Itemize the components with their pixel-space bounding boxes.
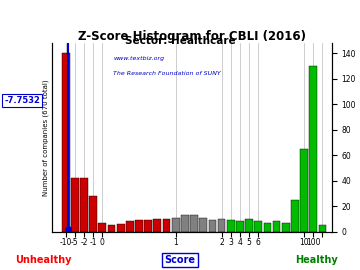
Bar xyxy=(89,196,97,232)
Text: -7.7532: -7.7532 xyxy=(4,96,40,105)
Bar xyxy=(99,223,106,232)
Bar xyxy=(108,225,116,232)
Bar xyxy=(236,221,244,232)
Title: Z-Score Histogram for CBLI (2016): Z-Score Histogram for CBLI (2016) xyxy=(78,30,306,43)
Bar xyxy=(218,219,225,232)
Bar xyxy=(126,221,134,232)
Bar xyxy=(273,221,280,232)
Bar xyxy=(71,178,79,232)
Bar xyxy=(62,53,69,232)
Text: Unhealthy: Unhealthy xyxy=(15,255,71,265)
Text: Sector: Healthcare: Sector: Healthcare xyxy=(125,36,235,46)
Bar xyxy=(199,218,207,232)
Bar xyxy=(135,220,143,232)
Bar xyxy=(172,218,180,232)
Bar xyxy=(117,224,125,232)
Bar xyxy=(309,66,317,232)
Bar xyxy=(190,215,198,232)
Bar xyxy=(255,221,262,232)
Bar xyxy=(300,149,308,232)
Text: Healthy: Healthy xyxy=(296,255,338,265)
Bar xyxy=(291,200,299,232)
Bar xyxy=(163,219,170,232)
Y-axis label: Number of companies (670 total): Number of companies (670 total) xyxy=(42,79,49,196)
Bar xyxy=(80,178,88,232)
Bar xyxy=(264,223,271,232)
Bar xyxy=(319,225,326,232)
Bar xyxy=(227,220,235,232)
Bar xyxy=(153,219,161,232)
Text: The Research Foundation of SUNY: The Research Foundation of SUNY xyxy=(113,72,221,76)
Bar xyxy=(245,219,253,232)
Bar xyxy=(282,223,290,232)
Text: www.textbiz.org: www.textbiz.org xyxy=(113,56,165,61)
Text: Score: Score xyxy=(165,255,195,265)
Bar xyxy=(144,220,152,232)
Bar xyxy=(181,215,189,232)
Bar xyxy=(208,220,216,232)
